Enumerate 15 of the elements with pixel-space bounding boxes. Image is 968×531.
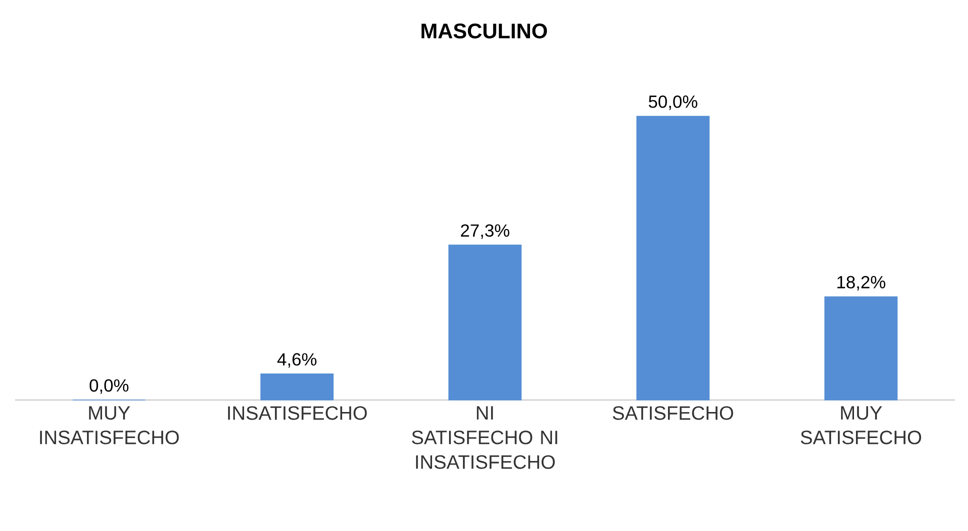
x-tick-label: INSATISFECHO <box>228 406 367 420</box>
data-label: 4,6% <box>277 353 316 368</box>
data-label: 18,2% <box>837 276 886 290</box>
bar <box>636 116 710 400</box>
bar <box>448 244 522 400</box>
data-label: 50,0% <box>648 95 698 110</box>
bar <box>260 374 334 400</box>
x-tick-label: SATISFECHO <box>612 406 734 420</box>
chart-title: MASCULINO <box>422 24 547 38</box>
x-tick-label: MUY INSATISFECHO <box>40 406 179 444</box>
data-label: 0,0% <box>90 379 128 394</box>
data-label: 27,3% <box>460 224 510 239</box>
x-tick-label: NI SATISFECHO NI INSATISFECHO <box>412 406 558 469</box>
bar <box>824 296 898 400</box>
x-tick-label: MUY SATISFECHO <box>800 406 922 444</box>
